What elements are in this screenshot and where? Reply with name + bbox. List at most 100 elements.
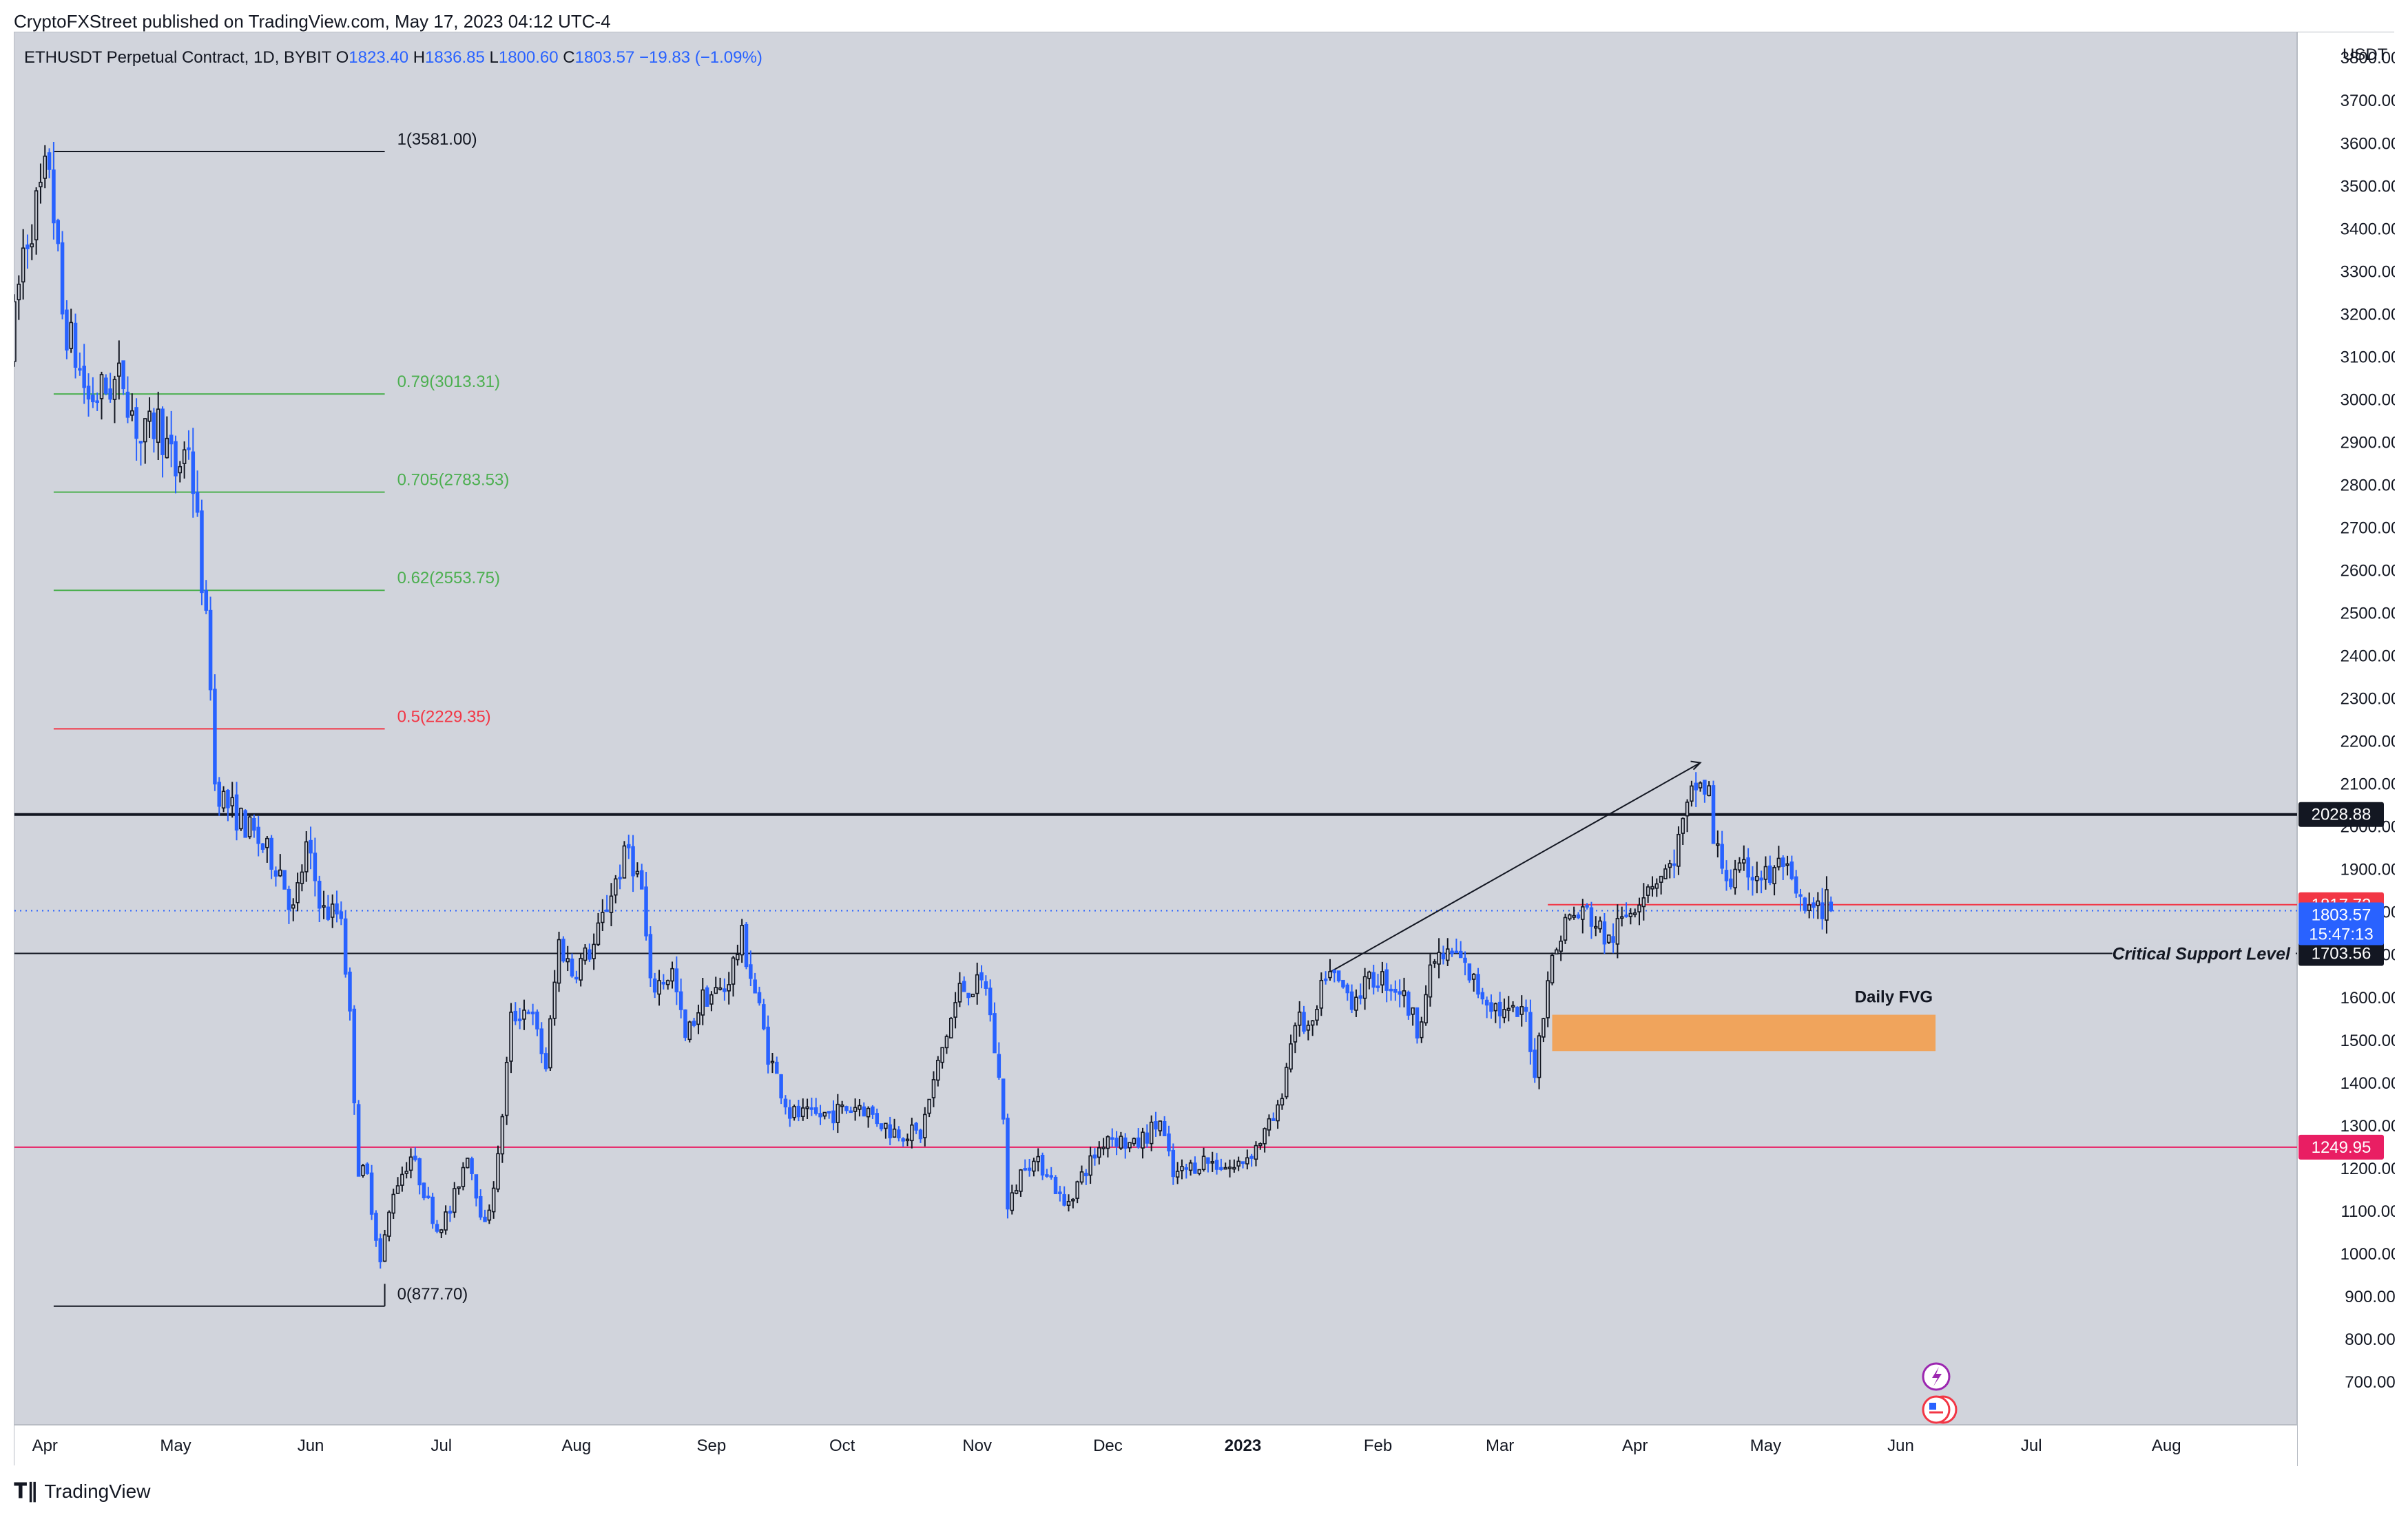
candle-body	[470, 1158, 474, 1174]
candle-body	[674, 968, 679, 992]
candle-body	[1249, 1156, 1254, 1159]
legend-h-value: 1836.85	[425, 48, 489, 67]
candle-body	[962, 981, 966, 992]
candle-body	[661, 982, 666, 985]
candle-body	[914, 1122, 918, 1131]
current-price-tag: 1803.57	[2312, 906, 2371, 924]
candle-body	[1559, 940, 1563, 952]
candle-body	[910, 1124, 914, 1142]
candle-body	[971, 994, 975, 998]
candle-body	[1581, 906, 1585, 920]
candle-body	[1424, 994, 1428, 1024]
candle-body	[1668, 863, 1672, 868]
trendline-arrowhead	[1690, 760, 1702, 771]
candle-body	[849, 1110, 853, 1114]
candle-body	[1672, 863, 1677, 866]
candle-body	[82, 366, 86, 388]
candle-body	[1297, 1011, 1302, 1026]
candle-body	[1606, 934, 1611, 943]
candle-body	[596, 922, 601, 945]
candle-body	[56, 220, 61, 244]
candle-body	[923, 1114, 927, 1138]
y-tick-label: 2700.00	[2340, 519, 2395, 537]
candle-body	[1572, 915, 1576, 918]
y-tick-label: 2100.00	[2340, 775, 2395, 794]
candle-body	[213, 689, 217, 785]
candle-body	[1332, 970, 1337, 974]
candle-body	[561, 939, 565, 962]
candle-body	[1354, 996, 1358, 1011]
candle-body	[1188, 1162, 1193, 1171]
candle-body	[465, 1158, 470, 1169]
candle-body	[1197, 1169, 1202, 1174]
candle-body	[1641, 897, 1646, 908]
plot-area[interactable]	[14, 32, 2297, 1425]
candle-body	[901, 1138, 905, 1142]
candle-body	[291, 904, 295, 909]
candle-body	[1236, 1160, 1241, 1167]
candle-body	[1615, 918, 1620, 945]
y-tick-label: 700.00	[2345, 1373, 2395, 1392]
candle-body	[1227, 1167, 1232, 1169]
candle-body	[1576, 914, 1581, 919]
x-tick-label: Oct	[829, 1436, 855, 1455]
candle-body	[831, 1110, 835, 1124]
candle-body	[1602, 921, 1607, 945]
candle-body	[762, 1004, 766, 1030]
candle-body	[335, 903, 339, 915]
candle-body	[1132, 1138, 1136, 1145]
candle-body	[1568, 914, 1572, 920]
time-axis[interactable]	[14, 1425, 2297, 1466]
candle-body	[644, 886, 648, 937]
candle-body	[592, 943, 596, 959]
candle-body	[348, 971, 352, 1012]
price-axis[interactable]	[2297, 32, 2395, 1466]
candle-body	[1798, 894, 1803, 897]
candle-body	[1119, 1136, 1123, 1149]
y-tick-label: 2800.00	[2340, 476, 2395, 494]
y-tick-label: 3000.00	[2340, 390, 2395, 409]
candle-body	[1319, 979, 1324, 1009]
candle-body	[313, 853, 318, 881]
y-tick-label: 1300.00	[2340, 1117, 2395, 1136]
candle-body	[1276, 1104, 1280, 1122]
candle-body	[1515, 1006, 1519, 1017]
candle-body	[300, 871, 304, 884]
candle-body	[125, 391, 130, 418]
candlestick-chart[interactable]: USDT 700.00 800.00 900.00 1000.00 1100.00 1200…	[14, 32, 2395, 1466]
candle-body	[1563, 917, 1568, 941]
candle-body	[997, 1054, 1001, 1078]
candle-body	[404, 1171, 408, 1174]
candle-body	[1755, 875, 1759, 881]
candle-body	[1389, 988, 1393, 992]
candle-body	[1519, 1006, 1524, 1015]
candle-body	[800, 1107, 805, 1118]
candle-body	[1663, 868, 1668, 879]
tradingview-logo[interactable]: 𝐓∥ TradingView	[14, 1479, 150, 1503]
candle-body	[269, 837, 273, 870]
candle-body	[1720, 844, 1724, 869]
flag-canton	[1929, 1403, 1936, 1410]
legend-c-value: 1803.57	[575, 48, 639, 67]
candle-body	[1284, 1067, 1289, 1098]
candle-body	[543, 1053, 548, 1069]
current-price-tag-bg	[2298, 902, 2384, 945]
candle-body	[322, 905, 326, 908]
candle-body	[1703, 780, 1707, 795]
candle-body	[491, 1187, 496, 1213]
candle-body	[1690, 785, 1694, 802]
candle-body	[1785, 863, 1789, 866]
candle-body	[1528, 1012, 1533, 1052]
chart-panel[interactable]: USDT 700.00 800.00 900.00 1000.00 1100.00 1200…	[14, 32, 2395, 1466]
candle-body	[208, 609, 213, 691]
candle-body	[309, 839, 313, 854]
candle-body	[1407, 992, 1411, 1016]
candle-body	[1184, 1167, 1189, 1170]
candle-body	[835, 1103, 840, 1123]
fib-level-label: 0.62(2553.75)	[397, 569, 500, 587]
symbol-legend: ETHUSDT Perpetual Contract, 1D, BYBIT O1…	[24, 48, 762, 67]
candle-body	[65, 309, 69, 351]
candle-body	[1489, 1002, 1493, 1012]
candle-body	[1323, 979, 1328, 981]
candle-body	[1214, 1160, 1219, 1170]
